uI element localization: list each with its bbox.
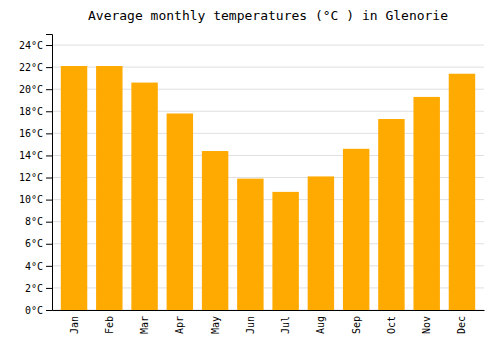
- grid-line: [52, 45, 484, 46]
- bar: [237, 179, 263, 310]
- y-tick-label: 4°C: [25, 261, 43, 272]
- x-axis: Jan Feb Mar Apr May Jun Jul Aug Sep Oct Nov Dec: [53, 311, 485, 335]
- y-tick-mark: [46, 45, 52, 46]
- y-tick: 16°C: [19, 128, 52, 139]
- y-tick: 24°C: [19, 40, 52, 51]
- x-tick: Dec: [456, 316, 467, 334]
- y-tick-mark: [46, 244, 52, 245]
- x-tick: Apr: [174, 316, 185, 334]
- y-tick-label: 24°C: [19, 40, 43, 51]
- y-tick-mark: [46, 266, 52, 267]
- x-tick-label: Aug: [315, 316, 326, 334]
- x-tick: Jul: [280, 316, 291, 334]
- bar: [378, 119, 404, 310]
- y-tick: 8°C: [25, 216, 52, 227]
- y-axis: 0°C 2°C 4°C 6°C 8°C 10°C 12°C 14°C 16°C 18°C 20°C 2…: [19, 35, 53, 316]
- x-tick: Jan: [69, 316, 80, 334]
- x-tick: Sep: [351, 316, 362, 334]
- x-tick-label: Jan: [69, 316, 80, 334]
- bar: [308, 176, 334, 310]
- bar: [167, 113, 193, 310]
- y-tick-label: 20°C: [19, 84, 43, 95]
- y-tick-label: 8°C: [25, 216, 43, 227]
- y-tick-mark: [46, 133, 52, 134]
- y-tick-mark: [46, 200, 52, 201]
- chart: 0°C 2°C 4°C 6°C 8°C 10°C 12°C 14°C 16°C 18°C 20°C 2…: [0, 0, 500, 350]
- x-axis-line: [53, 310, 485, 311]
- x-tick-label: Mar: [139, 316, 150, 334]
- x-tick-label: May: [210, 316, 221, 334]
- x-tick-label: Dec: [456, 316, 467, 334]
- y-tick-mark: [46, 288, 52, 289]
- y-tick-mark: [46, 111, 52, 112]
- y-tick: 12°C: [19, 172, 52, 183]
- x-tick-label: Jun: [245, 316, 256, 334]
- y-tick-label: 12°C: [19, 172, 43, 183]
- x-tick: Nov: [421, 316, 432, 334]
- x-tick-label: Oct: [386, 316, 397, 334]
- bar: [413, 97, 439, 310]
- bar: [343, 149, 369, 310]
- bar: [61, 66, 87, 310]
- bar: [96, 66, 122, 310]
- y-tick-mark: [46, 178, 52, 179]
- x-tick-label: Feb: [104, 316, 115, 334]
- title: Average monthly temperatures (°C ) in Gl…: [88, 8, 448, 23]
- x-tick: Jun: [245, 316, 256, 334]
- y-tick: 20°C: [19, 84, 52, 95]
- bar: [272, 192, 298, 310]
- y-tick: 18°C: [19, 106, 52, 117]
- x-tick: Aug: [315, 316, 326, 334]
- y-tick-label: 10°C: [19, 194, 43, 205]
- y-tick-label: 14°C: [19, 150, 43, 161]
- x-tick: Feb: [104, 316, 115, 334]
- y-tick-mark: [46, 67, 52, 68]
- x-tick-label: Apr: [174, 316, 185, 334]
- y-tick-mark: [46, 222, 52, 223]
- y-tick: 0°C: [25, 305, 52, 316]
- y-tick-mark: [46, 155, 52, 156]
- bars: [61, 66, 475, 310]
- y-tick-label: 6°C: [25, 238, 43, 249]
- y-tick-label: 18°C: [19, 106, 43, 117]
- y-axis-line: [46, 35, 53, 311]
- y-tick-mark: [46, 310, 52, 311]
- y-tick-label: 0°C: [25, 305, 43, 316]
- y-tick: 14°C: [19, 150, 52, 161]
- x-tick-label: Nov: [421, 316, 432, 334]
- y-tick: 2°C: [25, 283, 52, 294]
- x-tick: May: [210, 316, 221, 334]
- bar: [131, 83, 157, 310]
- bar: [449, 74, 475, 310]
- y-tick-label: 16°C: [19, 128, 43, 139]
- x-tick: Oct: [386, 316, 397, 334]
- grid: [52, 45, 484, 310]
- bar: [202, 151, 228, 310]
- y-tick-label: 22°C: [19, 62, 43, 73]
- y-tick: 10°C: [19, 194, 52, 205]
- y-tick-mark: [46, 89, 52, 90]
- y-tick: 4°C: [25, 261, 52, 272]
- y-tick: 22°C: [19, 62, 52, 73]
- x-tick: Mar: [139, 316, 150, 334]
- x-tick-label: Jul: [280, 316, 291, 334]
- y-tick: 6°C: [25, 238, 52, 249]
- x-tick-label: Sep: [351, 316, 362, 334]
- plot: 0°C 2°C 4°C 6°C 8°C 10°C 12°C 14°C 16°C 18°C 20°C 2…: [19, 35, 485, 335]
- y-tick-label: 2°C: [25, 283, 43, 294]
